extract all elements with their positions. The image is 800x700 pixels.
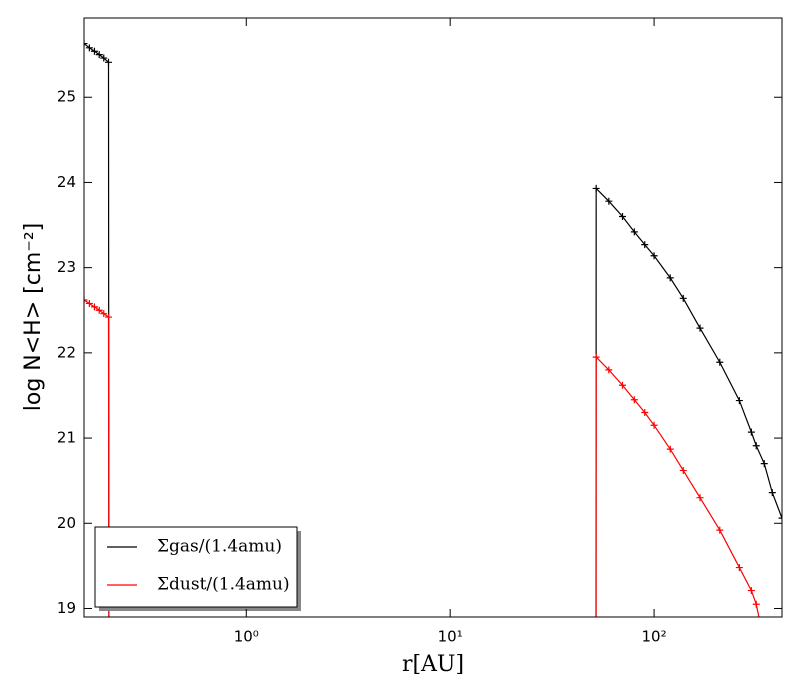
point-marker xyxy=(618,213,626,221)
point-marker xyxy=(641,241,649,249)
point-marker xyxy=(735,564,743,572)
point-marker xyxy=(666,274,674,282)
point-marker xyxy=(650,421,658,429)
point-marker xyxy=(735,397,743,405)
legend-label: Σdust/(1.4amu) xyxy=(157,575,290,595)
plot-area xyxy=(84,40,782,617)
point-marker xyxy=(747,587,755,595)
point-marker xyxy=(778,514,782,522)
point-marker xyxy=(752,600,760,608)
point-marker xyxy=(85,44,93,52)
y-tick-label: 24 xyxy=(57,173,76,191)
series-line xyxy=(84,299,760,617)
x-tick-label: 10¹ xyxy=(438,628,463,646)
point-marker xyxy=(768,489,776,497)
legend-box xyxy=(94,526,298,608)
point-marker xyxy=(696,494,704,502)
y-tick-label: 22 xyxy=(57,343,76,361)
point-marker xyxy=(95,51,103,59)
point-marker xyxy=(630,396,638,404)
y-tick-label: 19 xyxy=(57,599,76,617)
point-marker xyxy=(747,428,755,436)
point-marker xyxy=(85,299,93,307)
point-marker xyxy=(84,40,88,48)
point-marker xyxy=(716,358,724,366)
point-marker xyxy=(90,303,98,311)
point-marker xyxy=(105,58,113,66)
point-marker xyxy=(696,324,704,332)
point-marker xyxy=(605,366,613,374)
point-marker xyxy=(679,466,687,474)
y-tick-label: 25 xyxy=(57,88,76,106)
point-marker xyxy=(95,306,103,314)
point-marker xyxy=(679,294,687,302)
point-marker xyxy=(90,47,98,55)
point-marker xyxy=(84,296,88,304)
y-tick-label: 20 xyxy=(57,514,76,532)
point-marker xyxy=(760,460,768,468)
point-marker xyxy=(605,197,613,205)
legend-label: Σgas/(1.4amu) xyxy=(157,537,282,557)
point-marker xyxy=(105,313,113,321)
legend: Σgas/(1.4amu) Σdust/(1.4amu) xyxy=(94,526,301,611)
point-marker xyxy=(716,526,724,534)
y-tick-label: 21 xyxy=(57,429,76,447)
point-marker xyxy=(641,409,649,417)
point-marker xyxy=(100,54,108,62)
point-marker xyxy=(630,228,638,236)
point-marker xyxy=(100,310,108,318)
point-marker xyxy=(592,184,600,192)
y-tick-label: 23 xyxy=(57,258,76,276)
x-tick-label: 10⁰ xyxy=(234,628,259,646)
x-axis-label: r[AU] xyxy=(402,652,464,677)
point-marker xyxy=(618,381,626,389)
point-marker xyxy=(666,445,674,453)
point-marker xyxy=(650,252,658,260)
plot-frame xyxy=(83,17,783,618)
point-marker xyxy=(752,442,760,450)
y-axis-label: log N<H> [cm⁻²] xyxy=(21,223,46,412)
x-tick-label: 10² xyxy=(642,628,667,646)
point-marker xyxy=(592,353,600,361)
